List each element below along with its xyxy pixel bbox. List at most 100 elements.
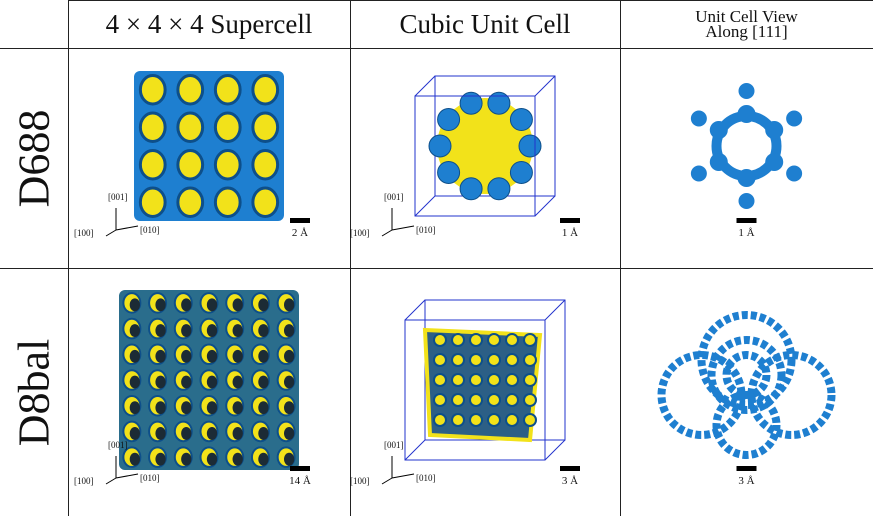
pore-shadow [207, 401, 217, 414]
cell-edge [405, 300, 425, 320]
atom [710, 121, 728, 139]
pore-shadow [284, 427, 294, 440]
atom [488, 178, 510, 200]
atom [765, 121, 783, 139]
atom [739, 83, 755, 99]
cell-edge [545, 440, 565, 460]
row-label: D8bal [9, 338, 60, 446]
pore-shadow [258, 350, 268, 363]
pore-shadow [155, 453, 165, 466]
atom [786, 166, 802, 182]
atom [786, 111, 802, 127]
pore-shadow [207, 376, 217, 389]
pore [452, 354, 464, 366]
pore-shadow [258, 401, 268, 414]
pore-shadow [130, 298, 140, 311]
axis-arrow [106, 478, 116, 484]
pore-shadow [284, 376, 294, 389]
pore-shadow [258, 376, 268, 389]
atom [738, 105, 756, 123]
pore-shadow [258, 324, 268, 337]
axis-label: [010] [416, 473, 436, 483]
atom [460, 178, 482, 200]
scale-bar-label: 1 Å [738, 227, 754, 239]
panel: 3 Å[001][100][010] [350, 268, 620, 516]
pore-shadow [155, 427, 165, 440]
pore [506, 334, 518, 346]
pore-shadow [284, 401, 294, 414]
scale-bar [290, 466, 310, 471]
pore [488, 414, 500, 426]
pore-shadow [258, 453, 268, 466]
scale-bar-label: 2 Å [292, 227, 308, 239]
axis-arrow [116, 474, 138, 478]
pore-shadow [181, 350, 191, 363]
pore-shadow [207, 453, 217, 466]
atom [738, 169, 756, 187]
pore [215, 113, 240, 142]
axis-arrow [392, 226, 414, 230]
atom [438, 161, 460, 183]
pore-shadow [207, 350, 217, 363]
panel: 14 Å[001][100][010] [68, 268, 350, 516]
pore [506, 394, 518, 406]
axis-label: [001] [384, 440, 404, 450]
pore-shadow [258, 298, 268, 311]
pore-shadow [130, 376, 140, 389]
atom [510, 109, 532, 131]
axis-label: [010] [416, 225, 436, 235]
pore [452, 334, 464, 346]
cell-edge [545, 300, 565, 320]
pore [470, 374, 482, 386]
pore [434, 354, 446, 366]
pore-shadow [233, 376, 243, 389]
pore-shadow [155, 324, 165, 337]
pore [253, 151, 278, 180]
pore [178, 76, 203, 105]
pore-shadow [155, 298, 165, 311]
axis-label: [100] [74, 476, 94, 486]
pore [434, 394, 446, 406]
pore [140, 76, 165, 105]
pore-shadow [233, 324, 243, 337]
pore [488, 334, 500, 346]
cell-edge [415, 76, 435, 96]
pore-shadow [284, 298, 294, 311]
pore [488, 374, 500, 386]
pore [140, 151, 165, 180]
panel: 1 Å[001][100][010] [350, 48, 620, 268]
pore-shadow [155, 350, 165, 363]
row-label: D688 [9, 109, 60, 207]
ring [752, 355, 832, 435]
panel: 2 Å[001][100][010] [68, 48, 350, 268]
pore [506, 354, 518, 366]
cell-edge [415, 196, 435, 216]
figure-table: 4 × 4 × 4 SupercellCubic Unit CellUnit C… [0, 0, 873, 516]
pore [470, 394, 482, 406]
pore [524, 394, 536, 406]
scale-bar-label: 3 Å [738, 475, 754, 487]
atom [710, 153, 728, 171]
scale-bar [560, 218, 580, 223]
pore-shadow [207, 324, 217, 337]
pore [215, 151, 240, 180]
column-header: Cubic Unit Cell [350, 0, 620, 48]
axis-label: [100] [350, 228, 370, 238]
pore-shadow [130, 453, 140, 466]
ring [712, 340, 782, 410]
pore [178, 113, 203, 142]
pore-shadow [233, 453, 243, 466]
pore [178, 188, 203, 217]
axis-label: [001] [384, 192, 404, 202]
cell-edge [405, 440, 425, 460]
pore-shadow [181, 427, 191, 440]
pore [253, 76, 278, 105]
pore-shadow [284, 324, 294, 337]
axis-arrow [382, 478, 392, 484]
atom [519, 135, 541, 157]
pore-shadow [181, 401, 191, 414]
pore [452, 374, 464, 386]
pore [470, 354, 482, 366]
pore [140, 113, 165, 142]
pore [488, 354, 500, 366]
